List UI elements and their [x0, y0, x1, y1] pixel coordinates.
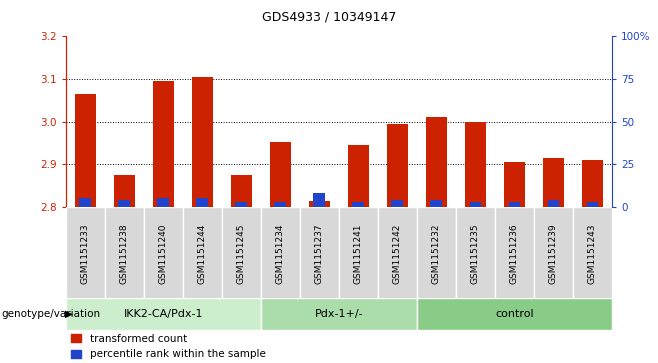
Bar	[417, 298, 612, 330]
Bar	[80, 198, 91, 207]
Bar	[582, 160, 603, 207]
Bar	[261, 298, 417, 330]
Text: GSM1151239: GSM1151239	[549, 224, 558, 285]
Bar	[261, 207, 300, 301]
Bar	[309, 201, 330, 207]
Bar	[430, 200, 442, 207]
Bar	[470, 202, 481, 207]
Bar	[105, 207, 144, 301]
Bar	[197, 198, 208, 207]
Bar	[313, 193, 325, 207]
Bar	[114, 175, 135, 207]
Bar	[347, 145, 369, 207]
Legend: transformed count, percentile rank within the sample: transformed count, percentile rank withi…	[71, 334, 266, 359]
Bar	[573, 207, 612, 301]
Bar	[378, 207, 417, 301]
Bar	[417, 207, 456, 301]
Bar	[300, 207, 339, 301]
Bar	[426, 117, 447, 207]
Bar	[157, 198, 169, 207]
Text: GSM1151240: GSM1151240	[159, 224, 168, 284]
Bar	[74, 94, 96, 207]
Text: GSM1151244: GSM1151244	[198, 224, 207, 284]
Text: Pdx-1+/-: Pdx-1+/-	[315, 309, 363, 319]
Bar	[456, 207, 495, 301]
Text: GSM1151235: GSM1151235	[471, 224, 480, 285]
Bar	[144, 207, 183, 301]
Bar	[387, 124, 408, 207]
Bar	[230, 175, 252, 207]
Bar	[503, 162, 525, 207]
Bar	[236, 202, 247, 207]
Text: GSM1151237: GSM1151237	[315, 224, 324, 285]
Text: GSM1151238: GSM1151238	[120, 224, 129, 285]
Bar	[353, 202, 365, 207]
Text: GSM1151245: GSM1151245	[237, 224, 246, 284]
Bar	[118, 200, 130, 207]
Bar	[274, 202, 286, 207]
Bar	[392, 200, 403, 207]
Bar	[586, 202, 598, 207]
Bar	[465, 122, 486, 207]
Bar	[509, 202, 520, 207]
Bar	[66, 207, 105, 301]
Text: GSM1151233: GSM1151233	[81, 224, 89, 285]
Bar	[222, 207, 261, 301]
Text: GSM1151242: GSM1151242	[393, 224, 402, 284]
Text: GSM1151241: GSM1151241	[354, 224, 363, 284]
Bar	[547, 200, 559, 207]
Text: GDS4933 / 10349147: GDS4933 / 10349147	[262, 11, 396, 24]
Text: control: control	[495, 309, 534, 319]
Bar	[66, 298, 261, 330]
Bar	[534, 207, 573, 301]
Bar	[153, 81, 174, 207]
Bar	[270, 142, 291, 207]
Bar	[543, 158, 564, 207]
Text: GSM1151234: GSM1151234	[276, 224, 285, 284]
Text: IKK2-CA/Pdx-1: IKK2-CA/Pdx-1	[124, 309, 203, 319]
Bar	[191, 77, 213, 207]
Text: GSM1151232: GSM1151232	[432, 224, 441, 284]
Bar	[495, 207, 534, 301]
Text: ▶: ▶	[64, 309, 72, 319]
Bar	[339, 207, 378, 301]
Bar	[183, 207, 222, 301]
Text: GSM1151243: GSM1151243	[588, 224, 597, 284]
Text: GSM1151236: GSM1151236	[510, 224, 519, 285]
Text: genotype/variation: genotype/variation	[1, 309, 101, 319]
